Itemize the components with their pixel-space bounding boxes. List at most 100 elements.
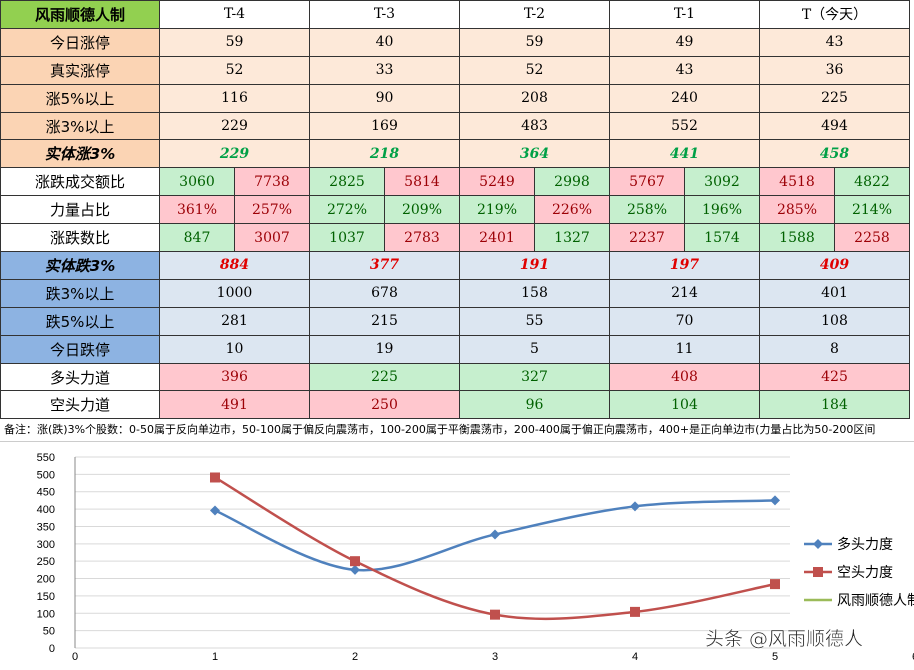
row-label: 实体跌3% — [0, 251, 160, 280]
table-cell: 52 — [459, 55, 610, 85]
table-cell: 552 — [609, 111, 760, 141]
row-label: 跌3%以上 — [0, 278, 160, 308]
note-text: 备注：涨(跌)3%个股数：0-50属于反向单边市，50-100属于偏反向震荡市，… — [0, 419, 914, 442]
table-cell: 491 — [159, 390, 310, 420]
table-cell: 43 — [609, 55, 760, 85]
table-cell: 396 — [159, 362, 310, 392]
split-value: 272% — [310, 196, 385, 224]
y-tick-label: 550 — [37, 452, 55, 464]
table-cell: 191 — [459, 251, 610, 280]
table-cell: 327 — [459, 362, 610, 392]
table-cell: 70 — [609, 306, 760, 336]
table-cell: T-3 — [309, 0, 460, 29]
legend-label: 风雨顺德人制 — [837, 593, 914, 609]
table-cell: 847 3007 — [159, 223, 310, 253]
watermark: 头条 @风雨顺德人 — [705, 628, 863, 650]
table-cell: 59 — [159, 27, 310, 57]
table-cell: 19 — [309, 334, 460, 364]
legend-marker — [813, 539, 823, 549]
x-tick-label: 3 — [492, 651, 498, 663]
table-cell: 158 — [459, 278, 610, 308]
row-label: 涨跌成交额比 — [0, 167, 160, 197]
x-tick-label: 5 — [772, 651, 778, 663]
data-point — [630, 606, 640, 617]
legend-label: 多头力度 — [837, 536, 893, 553]
data-point — [770, 579, 780, 590]
table-cell: 250 — [309, 390, 460, 420]
row-label: 多头力道 — [0, 362, 160, 392]
y-tick-label: 300 — [37, 539, 55, 551]
table-cell: 116 — [159, 83, 310, 113]
table-cell: 272% 209% — [309, 195, 460, 225]
row-label: 风雨顺德人制 — [0, 0, 160, 29]
table-cell: 285% 214% — [759, 195, 910, 225]
split-value: 4518 — [760, 168, 835, 196]
table-cell: 425 — [759, 362, 910, 392]
split-value: 1327 — [535, 224, 609, 252]
table-cell: 229 — [159, 111, 310, 141]
series-line-1 — [214, 476, 776, 621]
row-label: 力量占比 — [0, 195, 160, 225]
row-label: 真实涨停 — [0, 55, 160, 85]
table-row: 涨跌成交额比 3060 7738 2825 5814 5249 2998 5767 3092 45… — [0, 167, 910, 197]
legend-marker — [813, 567, 823, 577]
table-cell: 401 — [759, 278, 910, 308]
table-cell: 5 — [459, 334, 610, 364]
market-table: 风雨顺德人制 T-4 T-3 T-2 T-1 T（今天） 今日涨停 59 40 59 49 43 真实涨… — [0, 0, 910, 420]
table-cell: 4518 4822 — [759, 167, 910, 197]
row-label: 空头力道 — [0, 390, 160, 420]
table-row: 涨5%以上 116 90 208 240 225 — [0, 83, 910, 113]
legend-label: 空头力度 — [837, 565, 893, 581]
split-value: 219% — [460, 196, 535, 224]
data-point — [490, 529, 500, 540]
table-cell: 1588 2258 — [759, 223, 910, 253]
data-point — [210, 505, 220, 516]
table-row: 真实涨停 52 33 52 43 36 — [0, 55, 910, 85]
row-label: 涨5%以上 — [0, 83, 160, 113]
y-tick-label: 100 — [37, 608, 55, 620]
y-tick-label: 0 — [49, 643, 55, 655]
table-cell: 197 — [609, 251, 760, 280]
table-cell: 108 — [759, 306, 910, 336]
row-label: 实体涨3% — [0, 139, 160, 169]
table-row: 多头力道 396 225 327 408 425 — [0, 362, 910, 392]
table-cell: 240 — [609, 83, 760, 113]
split-value: 209% — [385, 196, 459, 224]
table-cell: 169 — [309, 111, 460, 141]
y-tick-label: 150 — [37, 591, 55, 603]
table-cell: 40 — [309, 27, 460, 57]
split-value: 2401 — [460, 224, 535, 252]
row-label: 今日跌停 — [0, 334, 160, 364]
split-value: 1037 — [310, 224, 385, 252]
table-cell: T-4 — [159, 0, 310, 29]
table-row: 实体跌3% 884 377 191 197 409 — [0, 251, 910, 280]
split-value: 2783 — [385, 224, 459, 252]
data-point — [350, 556, 360, 567]
table-cell: 49 — [609, 27, 760, 57]
y-tick-label: 200 — [37, 574, 55, 586]
data-point — [770, 495, 780, 506]
split-value: 361% — [160, 196, 235, 224]
row-label: 涨3%以上 — [0, 111, 160, 141]
table-cell: 225 — [309, 362, 460, 392]
data-point — [350, 564, 360, 575]
table-cell: 43 — [759, 27, 910, 57]
split-value: 5767 — [610, 168, 685, 196]
y-tick-label: 450 — [37, 487, 55, 499]
split-value: 3060 — [160, 168, 235, 196]
table-cell: 208 — [459, 83, 610, 113]
table-cell: 104 — [609, 390, 760, 420]
table-cell: 483 — [459, 111, 610, 141]
table-cell: 11 — [609, 334, 760, 364]
y-tick-label: 250 — [37, 556, 55, 568]
table-cell: 458 — [759, 139, 910, 169]
table-cell: 377 — [309, 251, 460, 280]
table-row: 涨跌数比 847 3007 1037 2783 2401 1327 2237 1574 1588 2… — [0, 223, 910, 253]
split-value: 3007 — [235, 224, 309, 252]
table-cell: 90 — [309, 83, 460, 113]
table-cell: 218 — [309, 139, 460, 169]
table-cell: 215 — [309, 306, 460, 336]
data-point — [210, 472, 220, 483]
y-tick-label: 50 — [43, 626, 55, 638]
split-value: 226% — [535, 196, 609, 224]
